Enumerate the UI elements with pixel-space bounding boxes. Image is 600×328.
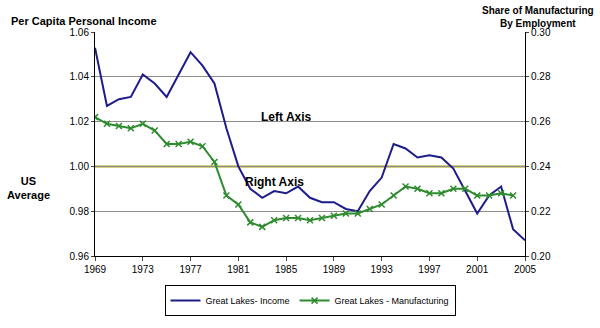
svg-text:2005: 2005 [514,264,537,275]
svg-text:1985: 1985 [275,264,298,275]
svg-text:Left Axis: Left Axis [261,110,312,124]
svg-text:Right Axis: Right Axis [245,175,304,189]
svg-text:0.28: 0.28 [531,71,551,82]
svg-text:0.26: 0.26 [531,116,551,127]
svg-text:Share of ManufacturingBy Emplo: Share of ManufacturingBy Employment [482,5,594,29]
svg-text:1989: 1989 [323,264,346,275]
svg-text:1997: 1997 [418,264,441,275]
svg-text:0.96: 0.96 [70,251,90,262]
svg-text:1.00: 1.00 [70,161,90,172]
svg-text:1977: 1977 [179,264,202,275]
svg-text:0.24: 0.24 [531,161,551,172]
svg-text:0.98: 0.98 [70,206,90,217]
svg-text:1.04: 1.04 [70,71,90,82]
svg-text:1969: 1969 [84,264,107,275]
svg-text:Great Lakes- Income: Great Lakes- Income [206,296,290,306]
svg-text:0.22: 0.22 [531,206,551,217]
svg-text:0.30: 0.30 [531,27,551,38]
svg-text:Great Lakes - Manufacturing: Great Lakes - Manufacturing [335,296,449,306]
svg-text:Per Capita Personal Income: Per Capita Personal Income [11,15,157,27]
svg-text:0.20: 0.20 [531,251,551,262]
svg-text:1.06: 1.06 [70,27,90,38]
svg-text:USAverage: USAverage [7,175,50,201]
svg-text:1973: 1973 [132,264,155,275]
svg-text:1993: 1993 [371,264,394,275]
svg-text:2001: 2001 [466,264,489,275]
svg-text:1.02: 1.02 [70,116,90,127]
svg-text:1981: 1981 [227,264,250,275]
